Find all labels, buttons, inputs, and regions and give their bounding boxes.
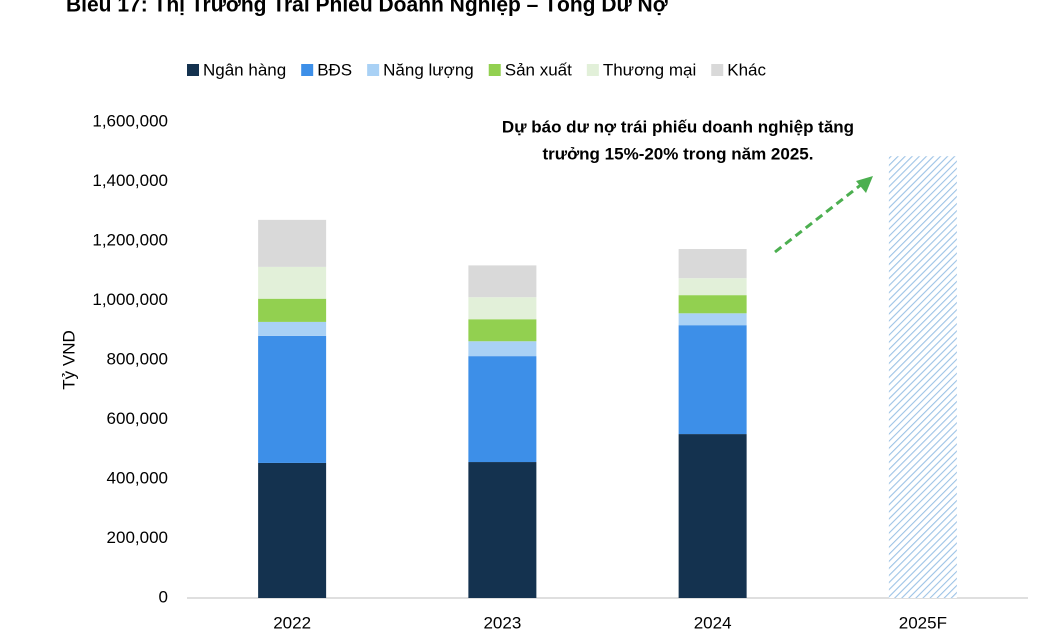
bar-segment: [258, 462, 327, 598]
bar-segment: [678, 278, 747, 296]
bar-segment: [258, 321, 327, 336]
y-tick-label: 0: [159, 587, 168, 606]
annotation-arrowhead: [856, 176, 873, 193]
annotation: trưởng 15%-20% trong năm 2025.: [543, 144, 814, 163]
bar-segment: [468, 462, 537, 598]
y-tick-label: 200,000: [107, 528, 168, 547]
legend-label: Ngân hàng: [203, 60, 286, 79]
bar-segment: [678, 325, 747, 435]
y-tick-label: 1,600,000: [92, 111, 168, 130]
legend-label: Thương mại: [603, 60, 696, 79]
legend-swatch: [187, 64, 199, 76]
bar-segment: [678, 295, 747, 314]
bar-segment: [258, 298, 327, 322]
legend-label: Năng lượng: [383, 60, 474, 79]
legend-label: Khác: [727, 60, 766, 79]
x-tick-label: 2025F: [899, 613, 947, 630]
bar-segment: [468, 341, 537, 357]
bar-segment: [258, 335, 327, 463]
y-tick-label: 800,000: [107, 349, 168, 368]
legend-swatch: [301, 64, 314, 76]
legend-swatch: [711, 64, 724, 76]
bar-segment: [468, 319, 537, 342]
y-axis-label: Tỷ VND: [59, 330, 78, 390]
bar-segment: [678, 313, 747, 326]
y-tick-label: 400,000: [107, 468, 168, 487]
legend-swatch: [586, 64, 599, 76]
x-tick-label: 2023: [483, 613, 521, 630]
y-tick-label: 1,400,000: [92, 171, 168, 190]
legend-swatch: [367, 64, 380, 76]
bar-segment: [258, 266, 327, 299]
bar-segment: [468, 297, 537, 320]
bar-segment: [678, 249, 747, 279]
bar-segment: [678, 434, 747, 598]
y-tick-label: 600,000: [107, 409, 168, 428]
legend-swatch: [488, 64, 501, 76]
legend-label: BĐS: [317, 60, 352, 79]
x-tick-label: 2024: [694, 613, 732, 630]
legend-label: Sản xuất: [505, 60, 572, 79]
chart-title: Biểu 17: Thị Trường Trái Phiếu Doanh Ngh…: [66, 0, 668, 17]
forecast-bar: [888, 156, 957, 598]
bar-segment: [468, 265, 537, 298]
y-tick-label: 1,000,000: [92, 290, 168, 309]
annotation-arrow: [774, 182, 863, 254]
bar-segment: [258, 219, 327, 267]
x-tick-label: 2022: [273, 613, 311, 630]
annotation: Dự báo dư nợ trái phiếu doanh nghiệp tăn…: [502, 117, 854, 136]
bar-segment: [468, 356, 537, 463]
y-tick-label: 1,200,000: [92, 230, 168, 249]
